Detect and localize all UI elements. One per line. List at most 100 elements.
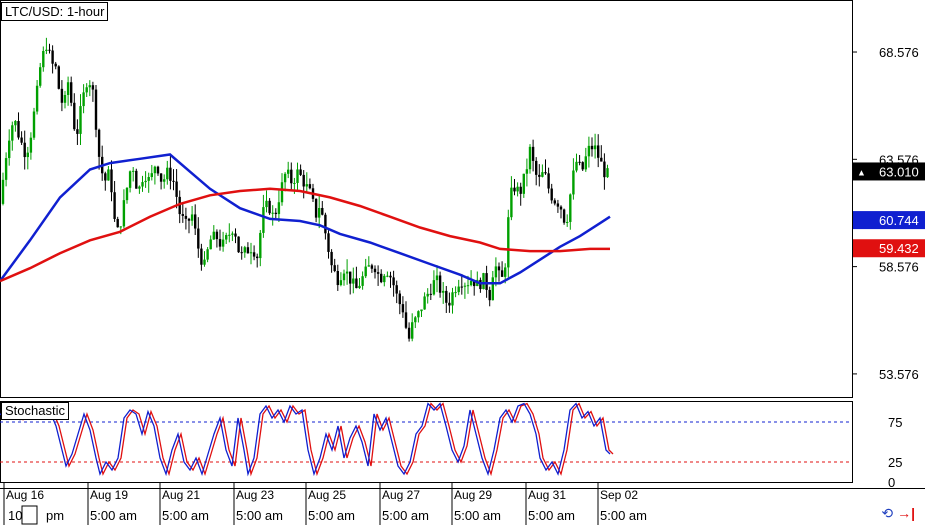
candle-body: [314, 198, 318, 218]
candle-body: [225, 235, 228, 240]
candle-body: [122, 200, 126, 227]
candle-body: [460, 286, 463, 288]
stochastic-d-line: [2, 402, 614, 477]
candle-body: [454, 292, 457, 294]
candle-body: [194, 214, 197, 229]
candle-body: [308, 184, 312, 189]
candle-body: [445, 290, 448, 303]
candle-body: [135, 170, 138, 189]
candle-body: [538, 174, 541, 177]
candle-body: [57, 66, 60, 89]
arrow-to-end-icon[interactable]: →|: [897, 505, 915, 521]
price-axis-label: 53.576: [879, 367, 919, 382]
candle-body: [417, 311, 420, 318]
price-badge-label: 60.744: [879, 213, 919, 228]
candle-body: [550, 188, 553, 201]
candle-body: [141, 182, 144, 187]
link-icon[interactable]: ⟲: [881, 505, 894, 521]
price-axis-label: 68.576: [879, 45, 919, 60]
candle-body: [166, 167, 169, 180]
price-badge-label: 59.432: [879, 241, 919, 256]
price-badges: ▲ 63.010 60.744 59.432: [853, 162, 925, 258]
candle-body: [107, 169, 110, 181]
candle-body: [197, 228, 200, 249]
candle-body: [147, 177, 150, 181]
candle-body: [370, 265, 374, 269]
time-cursor-box[interactable]: [21, 505, 38, 525]
candle-body: [66, 82, 70, 95]
candle-body: [51, 50, 54, 64]
candle-body: [274, 212, 277, 215]
candle-body: [473, 280, 476, 287]
candle-body: [327, 233, 330, 252]
candle-body: [169, 167, 172, 181]
candle-body: [305, 184, 308, 187]
candle-body: [429, 293, 432, 295]
candle-body: [544, 172, 547, 174]
stochastic-axis-label: 75: [888, 415, 902, 430]
candle-body: [507, 217, 510, 268]
candle-body: [256, 256, 259, 259]
date-label: Sep 02: [600, 488, 638, 502]
candle-body: [606, 168, 609, 178]
candle-body: [82, 92, 85, 107]
candle-body: [451, 292, 454, 306]
candle-body: [265, 200, 268, 208]
candle-body: [528, 146, 532, 170]
candle-body: [26, 152, 29, 158]
candle-body: [11, 125, 14, 141]
candle-body: [54, 63, 57, 67]
price-badge: [853, 162, 925, 181]
time-label: 5:00 am: [236, 508, 283, 523]
nav-icons: ⟲ →|: [881, 505, 915, 522]
candle-body: [17, 121, 20, 138]
candle-body: [420, 309, 423, 312]
candle-body: [407, 327, 411, 339]
candle-body: [500, 270, 504, 277]
candle-body: [566, 221, 569, 223]
candle-body: [206, 249, 209, 260]
candle-body: [578, 161, 581, 163]
candle-body: [246, 247, 250, 254]
candle-body: [349, 271, 352, 284]
candle-body: [469, 280, 473, 286]
date-label: Aug 25: [308, 488, 346, 502]
candle-body: [342, 273, 346, 281]
time-label: 5:00 am: [528, 508, 575, 523]
candle-body: [97, 129, 101, 157]
candle-body: [435, 275, 439, 281]
candle-body: [1, 179, 5, 204]
candle-body: [345, 271, 349, 274]
candle-body: [159, 173, 163, 182]
candle-body: [330, 251, 333, 266]
candle-body: [23, 142, 26, 158]
candle-body: [163, 179, 166, 182]
candle-body: [138, 186, 141, 189]
candle-body: [35, 85, 39, 112]
candle-body: [497, 266, 501, 271]
candle-body: [45, 49, 48, 51]
candle-body: [280, 182, 284, 203]
candle-body: [494, 266, 498, 278]
candle-body: [48, 49, 51, 51]
candle-body: [215, 231, 219, 240]
candle-body: [290, 169, 293, 184]
candle-body: [376, 272, 380, 274]
candle-body: [590, 145, 594, 150]
candle-body: [237, 236, 240, 253]
candle-body: [593, 145, 597, 150]
price-axis-label: 58.576: [879, 260, 919, 275]
candle-body: [535, 160, 538, 175]
candle-body: [234, 233, 237, 237]
candle-body: [556, 203, 560, 207]
stochastic-k-line: [0, 402, 611, 477]
candle-body: [448, 302, 451, 306]
candle-body: [562, 209, 566, 223]
candle-body: [559, 206, 563, 210]
candle-body: [513, 187, 516, 192]
candle-body: [482, 273, 485, 290]
price-pane-frame: [0, 0, 853, 398]
candle-body: [249, 252, 253, 254]
candle-body: [190, 214, 194, 221]
